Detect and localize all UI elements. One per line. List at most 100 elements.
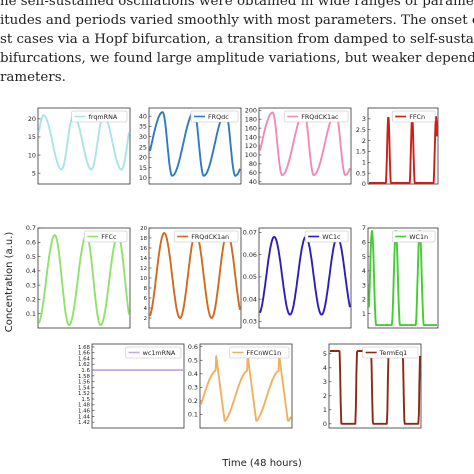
y-tick-label: 60 — [249, 169, 257, 177]
legend-box — [283, 110, 349, 123]
y-tick-label: 2 — [362, 296, 366, 304]
legend: FFCnWC1n — [229, 346, 290, 359]
y-tick-label: 6 — [362, 239, 366, 247]
y-tick-label: 1.5 — [81, 397, 90, 403]
legend: FFCc — [83, 230, 128, 243]
y-tick-label: 0.6 — [188, 343, 198, 351]
y-tick-label: 2 — [323, 392, 327, 400]
y-tick-label: 0 — [362, 180, 366, 188]
y-tick-label: 15 — [139, 164, 147, 172]
y-tick-label: 1.6 — [81, 368, 90, 374]
y-tick-label: 0.4 — [26, 267, 36, 275]
legend: FRQdCK1ac — [283, 110, 349, 123]
legend: FRQdCK1an — [173, 230, 239, 243]
y-tick-label: 1 — [323, 406, 327, 414]
legend: wc1mRNA — [125, 346, 182, 359]
panel-10: 0.1 0.2 0.3 0.4 0.5 0.6 FFCnWC1n — [188, 343, 293, 429]
y-tick-label: 30 — [139, 133, 147, 141]
y-tick-label: 2 — [362, 137, 366, 145]
y-tick-label: 8 — [144, 286, 148, 292]
y-tick-label: 0.2 — [26, 296, 36, 304]
y-tick-label: 140 — [245, 133, 257, 141]
panel-4: 0 0.5 1 1.5 2 2.5 3 FFCn — [356, 107, 439, 188]
y-tick-label: 14 — [140, 256, 147, 262]
y-tick-label: 6 — [144, 296, 148, 302]
paragraph-line-3: st cases via a Hopf bifurcation, a trans… — [0, 32, 474, 47]
legend: FFCn — [391, 110, 436, 123]
paragraph-line-5: rameters. — [0, 70, 66, 85]
y-tick-label: 20 — [139, 154, 147, 162]
y-tick-label: 1.62 — [78, 362, 90, 368]
legend-box — [71, 110, 128, 123]
y-tick-label: 180 — [245, 115, 257, 123]
y-tick-label: 3 — [362, 115, 366, 123]
panel-9: 1.421.441.461.481.51.521.541.561.581.61.… — [78, 343, 185, 429]
legend: frqmRNA — [71, 110, 128, 123]
paragraph-line-4: bifurcations, we found large amplitude v… — [0, 51, 474, 66]
legend: WC1n — [391, 230, 436, 243]
series-line-WC1n — [368, 229, 438, 327]
legend-box — [125, 346, 182, 359]
y-tick-label: 2 — [144, 316, 147, 322]
y-tick-label: 0.05 — [243, 273, 257, 281]
y-tick-label: 1 — [362, 159, 366, 167]
legend-label: FFCnWC1n — [246, 349, 281, 357]
y-tick-label: 10 — [140, 276, 147, 282]
panel-8: 1 2 3 4 5 6 7 WC1n — [362, 224, 439, 329]
y-tick-label: 0.3 — [26, 281, 36, 289]
legend-label: FRQdCK1ac — [301, 113, 339, 121]
legend-box — [229, 346, 290, 359]
y-tick-label: 0.07 — [243, 229, 257, 237]
y-tick-label: 0.1 — [26, 310, 36, 318]
y-tick-label: 0.1 — [188, 411, 198, 419]
y-tick-label: 1.66 — [78, 351, 91, 357]
y-tick-label: 40 — [249, 178, 257, 186]
legend-box — [391, 230, 436, 243]
y-tick-label: 0.04 — [243, 295, 257, 303]
panel-frame — [367, 227, 439, 329]
y-tick-label: 1.48 — [78, 403, 91, 409]
y-tick-label: 1 — [362, 310, 366, 318]
panel-2: 10 15 20 25 30 35 40 FRQdc — [139, 107, 242, 185]
y-tick-label: 5 — [362, 253, 366, 261]
legend-box — [391, 110, 436, 123]
y-tick-label: 0.5 — [188, 356, 198, 364]
legend-label: FRQdc — [208, 113, 229, 121]
y-tick-label: 1.42 — [78, 420, 90, 426]
y-tick-label: 40 — [139, 112, 147, 120]
series-line-TermEq1 — [329, 350, 421, 425]
paragraph-line-2: itudes and periods varied smoothly with … — [0, 13, 474, 28]
y-tick-label: 2.5 — [356, 126, 366, 134]
panel-6: 2 4 6 8 10 12 14 16 18 20 FRQdCK1an — [140, 226, 242, 329]
y-tick-label: 0.7 — [26, 224, 36, 232]
y-tick-label: 4 — [144, 306, 148, 312]
legend-label: FFCc — [101, 233, 117, 241]
y-tick-label: 18 — [140, 236, 147, 242]
y-tick-label: 25 — [139, 143, 147, 151]
y-tick-label: 1.68 — [78, 345, 91, 351]
y-tick-label: 80 — [249, 160, 257, 168]
y-tick-label: 4 — [323, 364, 327, 372]
y-tick-label: 1.64 — [78, 356, 91, 362]
y-tick-label: 15 — [28, 133, 36, 141]
panel-1: 5 10 15 20 frqmRNA — [28, 107, 131, 185]
y-tick-label: 20 — [28, 115, 36, 123]
y-tick-label: 0.2 — [188, 397, 198, 405]
legend: TermEq1 — [362, 346, 419, 359]
legend-box — [83, 230, 128, 243]
legend-box — [190, 110, 239, 123]
y-tick-label: 1.56 — [78, 380, 91, 386]
panel-7: 0.03 0.04 0.05 0.06 0.07 WC1c — [243, 227, 352, 329]
y-tick-label: 1.54 — [78, 385, 91, 391]
y-tick-label: 10 — [28, 151, 36, 159]
y-tick-label: 3 — [362, 281, 366, 289]
legend-label: frqmRNA — [89, 113, 118, 121]
y-tick-label: 0.5 — [356, 169, 366, 177]
paragraph-text: he self-sustained oscillations were obta… — [0, 0, 474, 90]
legend-label: WC1c — [322, 233, 341, 241]
panel-11: 0 1 2 3 4 5 TermEq1 — [323, 343, 422, 429]
panel-frame — [148, 227, 242, 329]
